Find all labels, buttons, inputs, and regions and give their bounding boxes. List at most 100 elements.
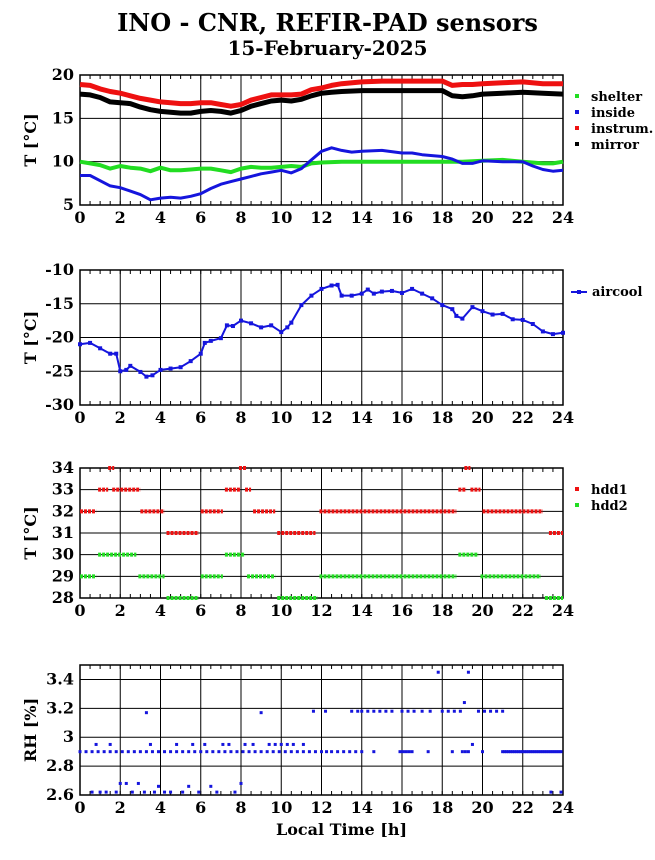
data-point <box>144 374 149 379</box>
x-tick-label: 20 <box>471 208 493 227</box>
x-tick-label: 10 <box>270 798 292 817</box>
y-tick-label: 15 <box>52 108 74 127</box>
data-point <box>217 750 221 754</box>
data-point <box>454 313 459 318</box>
data-point <box>156 784 160 788</box>
data-point <box>279 330 284 335</box>
data-point <box>128 363 133 368</box>
data-point <box>291 742 295 746</box>
data-point <box>356 709 360 713</box>
data-point <box>325 750 329 754</box>
data-point <box>420 709 424 713</box>
data-point <box>458 709 462 713</box>
x-tick-label: 4 <box>155 601 166 620</box>
data-point <box>269 323 274 328</box>
x-tick-label: 2 <box>115 208 126 227</box>
data-point <box>221 742 225 746</box>
data-point <box>299 303 304 308</box>
data-point <box>378 709 382 713</box>
data-point <box>132 750 136 754</box>
data-point <box>218 336 223 341</box>
y-tick-label: 33 <box>52 480 74 499</box>
data-point <box>372 709 376 713</box>
data-point <box>114 750 118 754</box>
data-point <box>279 742 283 746</box>
data-point <box>169 750 173 754</box>
x-tick-label: 24 <box>552 601 574 620</box>
legend-swatch <box>575 110 579 114</box>
data-point <box>197 790 201 794</box>
x-tick-label: 24 <box>552 208 574 227</box>
data-point <box>148 742 152 746</box>
data-point <box>152 790 156 794</box>
y-tick-label: -15 <box>45 294 74 313</box>
data-point <box>513 750 517 754</box>
data-point <box>319 286 324 291</box>
data-point <box>251 742 255 746</box>
x-tick-label: 18 <box>431 408 453 427</box>
x-tick-label: 20 <box>471 601 493 620</box>
data-point <box>360 709 364 713</box>
data-point <box>114 790 118 794</box>
x-tick-label: 8 <box>235 408 246 427</box>
data-point <box>289 320 294 325</box>
y-tick-label: -10 <box>45 260 74 279</box>
data-point <box>198 351 203 356</box>
data-point <box>181 790 185 794</box>
data-point <box>142 790 146 794</box>
y-tick-label: 2.8 <box>46 756 74 775</box>
data-point <box>295 750 299 754</box>
data-point <box>390 709 394 713</box>
data-point <box>525 750 529 754</box>
legend-swatch-marker <box>577 290 581 294</box>
x-tick-label: 22 <box>512 208 534 227</box>
data-point <box>118 369 123 374</box>
data-point <box>510 317 515 322</box>
legend-label: mirror <box>591 138 639 153</box>
data-point <box>519 750 523 754</box>
data-point <box>90 750 94 754</box>
plot-frame <box>79 74 564 206</box>
data-point <box>354 750 358 754</box>
data-point <box>545 750 549 754</box>
data-point <box>483 709 487 713</box>
legend-swatch <box>575 94 579 98</box>
data-point <box>136 781 140 785</box>
data-point <box>460 316 465 321</box>
data-point <box>259 711 263 715</box>
data-point <box>253 750 257 754</box>
data-point <box>549 790 553 794</box>
data-point <box>267 742 271 746</box>
data-point <box>476 709 480 713</box>
data-point <box>404 750 408 754</box>
data-point <box>320 750 323 754</box>
data-point <box>463 750 467 754</box>
y-tick-label: -30 <box>45 395 74 414</box>
data-point <box>462 701 466 705</box>
data-point <box>509 750 513 754</box>
data-point <box>233 790 237 794</box>
data-point <box>450 307 455 312</box>
data-point <box>187 784 191 788</box>
data-point <box>559 790 563 794</box>
x-tick-label: 6 <box>195 408 206 427</box>
data-point <box>420 291 425 296</box>
data-point <box>366 709 370 713</box>
data-point <box>84 750 88 754</box>
data-point <box>561 330 565 335</box>
legend-label: hdd1 <box>591 483 628 498</box>
x-tick-label: 4 <box>155 408 166 427</box>
y-tick-label: 3 <box>63 727 74 746</box>
data-point <box>481 750 484 754</box>
data-point <box>489 709 493 713</box>
y-tick-label: 2.6 <box>46 785 74 804</box>
data-point <box>243 742 247 746</box>
y-tick-label: 5 <box>63 195 74 214</box>
data-point <box>365 287 370 292</box>
y-tick-label: -20 <box>45 328 74 347</box>
data-point <box>271 750 275 754</box>
data-point <box>440 303 445 308</box>
data-point <box>446 709 450 713</box>
data-point <box>539 750 543 754</box>
data-point <box>156 750 160 754</box>
